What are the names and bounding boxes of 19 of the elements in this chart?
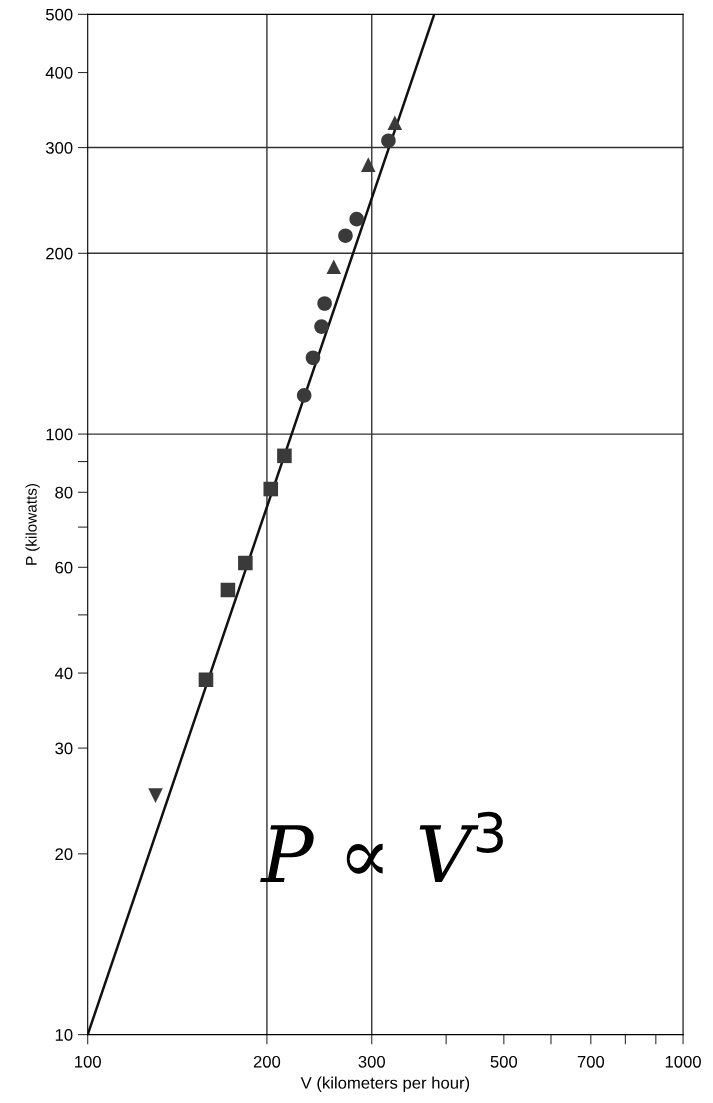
x-tick-label: 100 bbox=[75, 1055, 101, 1068]
x-tick-label: 1000 bbox=[665, 1055, 701, 1068]
y-tick-label: 30 bbox=[55, 742, 73, 755]
x-tick-label: 300 bbox=[358, 1055, 386, 1068]
x-tick-label: 500 bbox=[490, 1055, 518, 1068]
x-tick-label: 700 bbox=[577, 1055, 605, 1068]
y-tick-label: 40 bbox=[54, 667, 73, 680]
y-tick-label: 20 bbox=[55, 848, 73, 861]
x-tick-label: 200 bbox=[253, 1055, 281, 1068]
y-tick-label: 100 bbox=[46, 428, 73, 441]
y-tick-label: 80 bbox=[55, 486, 73, 499]
y-tick-label: 60 bbox=[55, 561, 73, 574]
y-axis-title: P (kilowatts) bbox=[25, 483, 40, 565]
y-tick-label: 300 bbox=[45, 141, 73, 154]
y-tick-label: 10 bbox=[55, 1029, 73, 1041]
y-tick-label: 400 bbox=[45, 66, 73, 79]
y-tick-label: 200 bbox=[46, 247, 73, 260]
x-axis-title: V (kilometers per hour) bbox=[300, 1076, 470, 1093]
y-tick-label: 500 bbox=[45, 8, 73, 21]
